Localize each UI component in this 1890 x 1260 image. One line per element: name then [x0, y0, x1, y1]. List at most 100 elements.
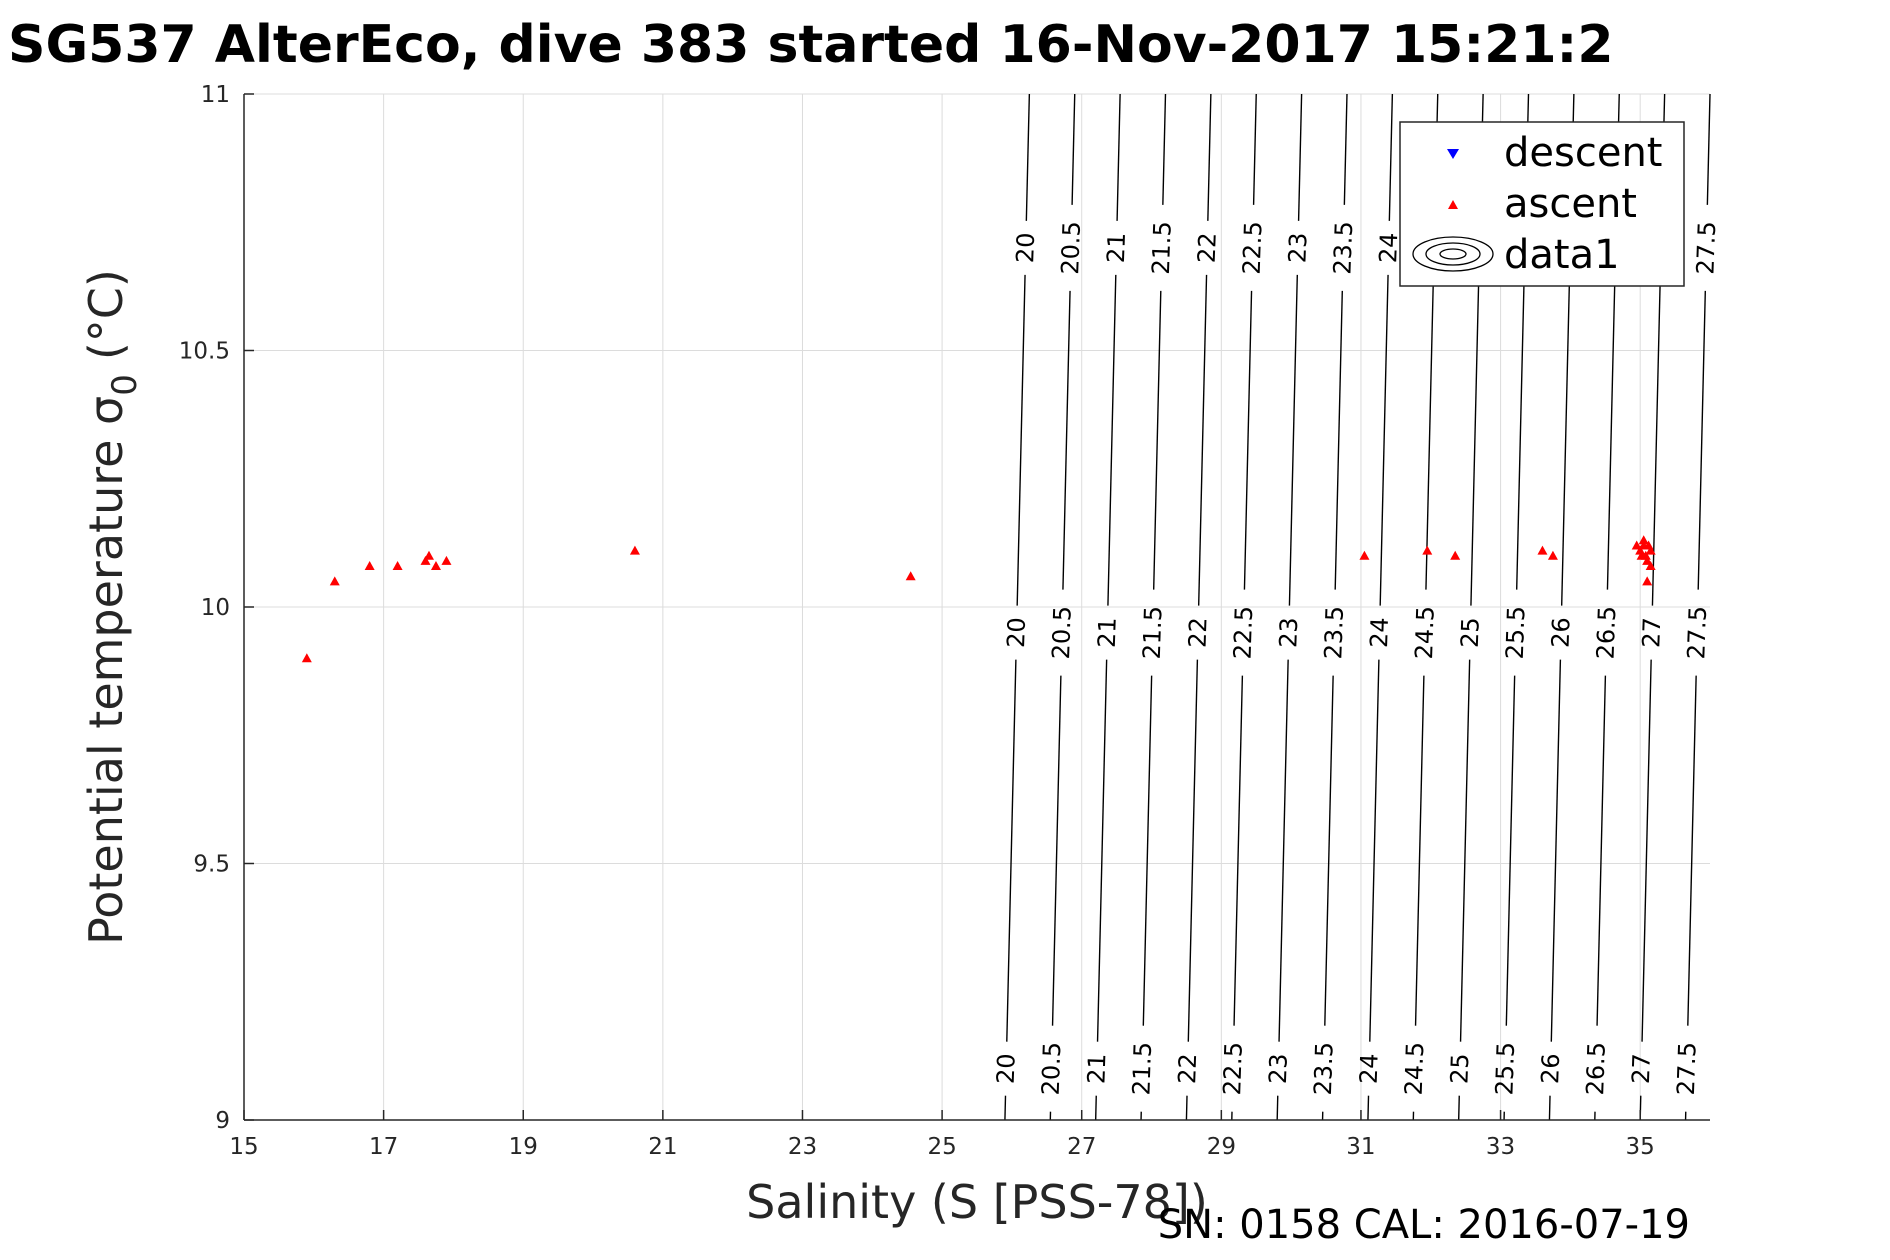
- contour-line: [1197, 274, 1208, 606]
- contour-line: [1207, 93, 1212, 221]
- contour-label: 20.5: [1047, 605, 1077, 659]
- legend-contour-icon: [1412, 236, 1494, 272]
- ascent-point: [1645, 560, 1656, 570]
- contour-label: 24: [1374, 232, 1403, 264]
- contour-label: 21: [1093, 617, 1122, 649]
- contour-line: [1505, 675, 1516, 1026]
- contour-line: [1343, 93, 1348, 205]
- axis-ticks: 15 17 19 21 23 25 27 29 31 33 35 9 9.5 10 10.5 11: [179, 82, 1655, 1160]
- contour-line: [1548, 1095, 1551, 1121]
- contour-line: [1233, 675, 1244, 1026]
- legend-ascent-marker: [1448, 200, 1458, 209]
- contour-line: [1369, 659, 1380, 1042]
- contour-label: 22.5: [1228, 605, 1258, 659]
- contour-line: [1243, 290, 1253, 590]
- ascent-point: [423, 550, 434, 560]
- y-axis-label: Potential temperature σ: [79, 396, 133, 945]
- ascent-point: [420, 555, 431, 565]
- contour-line: [1051, 675, 1062, 1026]
- contour-line: [1062, 290, 1071, 590]
- svg-text:Potential temperature σ0(°C): Potential temperature σ0 (°C): [79, 269, 145, 945]
- ascent-point: [441, 555, 452, 565]
- contour-label: 23: [1274, 617, 1303, 649]
- contour-label: 23: [1283, 232, 1312, 264]
- contour-line: [1324, 675, 1334, 1026]
- contour-line: [1288, 274, 1299, 606]
- x-tick-label: 27: [1067, 1134, 1096, 1160]
- ascent-point: [1642, 555, 1653, 565]
- contour-label: 22: [1173, 1053, 1202, 1085]
- legend-ascent-label: ascent: [1504, 181, 1637, 227]
- ascent-point: [392, 560, 403, 570]
- contour-line: [1278, 659, 1289, 1042]
- ascent-point: [430, 560, 441, 570]
- contour-line: [1334, 290, 1344, 590]
- ascent-point: [1642, 576, 1653, 586]
- contour-line: [1641, 659, 1652, 1042]
- contour-label: 27: [1637, 617, 1666, 649]
- contour-line: [1697, 290, 1707, 590]
- contour-line: [1016, 274, 1026, 606]
- chart-title: SG537 AlterEco, dive 383 started 16-Nov-…: [8, 15, 1614, 75]
- contour-label: 21: [1082, 1053, 1111, 1085]
- serial-calibration-footer: SN: 0158 CAL: 2016-07-19: [1158, 1202, 1690, 1248]
- contour-label: 26: [1536, 1053, 1565, 1085]
- ascent-point: [1645, 545, 1656, 555]
- legend-descent-marker: [1447, 149, 1459, 159]
- contour-line: [1459, 659, 1471, 1042]
- contour-line: [1388, 93, 1394, 221]
- x-tick-label: 33: [1486, 1134, 1515, 1160]
- contour-label: 26.5: [1591, 605, 1621, 659]
- contour-line: [1071, 93, 1076, 205]
- contour-label: 21.5: [1127, 1042, 1157, 1096]
- legend-data1-label: data1: [1504, 232, 1620, 278]
- contour-label: 26.5: [1581, 1042, 1611, 1096]
- ascent-point: [1631, 540, 1642, 550]
- contour-label: 21.5: [1138, 605, 1168, 659]
- contour-line: [1094, 1095, 1097, 1121]
- x-tick-label: 19: [509, 1134, 538, 1160]
- contour-label: 21.5: [1147, 221, 1177, 275]
- contour-label: 27.5: [1691, 221, 1721, 275]
- contour-line: [1367, 1095, 1370, 1121]
- y-axis-label-unit: (°C): [79, 269, 133, 360]
- contour-line: [1276, 1095, 1279, 1121]
- y-tick-label: 9: [215, 1108, 230, 1134]
- ascent-point: [329, 576, 340, 586]
- contour-line: [1457, 1095, 1460, 1121]
- contour-line: [1185, 1095, 1188, 1121]
- contour-label: 22: [1184, 617, 1213, 649]
- contour-label: 20.5: [1056, 221, 1086, 275]
- legend-descent-label: descent: [1504, 130, 1662, 176]
- contour-line: [1596, 675, 1607, 1026]
- y-axis-label-subscript: 0: [105, 374, 145, 396]
- contour-label: 24.5: [1400, 1042, 1430, 1096]
- contour-label: 23.5: [1328, 221, 1358, 275]
- contour-label: 20: [992, 1053, 1021, 1085]
- contour-label: 25: [1445, 1053, 1474, 1085]
- x-tick-label: 35: [1626, 1134, 1655, 1160]
- contour-label: 22.5: [1218, 1042, 1248, 1096]
- x-tick-label: 15: [229, 1134, 258, 1160]
- contour-line: [1162, 93, 1167, 205]
- contour-label: 26: [1547, 617, 1576, 649]
- contour-line: [1414, 675, 1425, 1026]
- ascent-point: [905, 571, 916, 581]
- ascent-point: [1450, 550, 1461, 560]
- density-contours: 20 20 20 20.5 20.5 20.5 21 21 21 21.5 21.5 21.5 22 22…: [992, 93, 1721, 1121]
- contour-line: [1107, 274, 1117, 606]
- y-tick-label: 9.5: [193, 852, 230, 878]
- ascent-point: [364, 560, 375, 570]
- y-tick-label: 10: [201, 595, 230, 621]
- contour-label: 24.5: [1410, 605, 1440, 659]
- contour-line: [1297, 93, 1303, 221]
- contour-line: [1152, 290, 1162, 590]
- x-tick-label: 21: [648, 1134, 677, 1160]
- contour-line: [1006, 659, 1017, 1042]
- contour-line: [1096, 659, 1108, 1042]
- ascent-point: [1547, 550, 1558, 560]
- ascent-point: [1638, 535, 1649, 545]
- contour-label: 23.5: [1319, 605, 1349, 659]
- ascent-point: [1359, 550, 1370, 560]
- y-tick-label: 10.5: [179, 339, 230, 365]
